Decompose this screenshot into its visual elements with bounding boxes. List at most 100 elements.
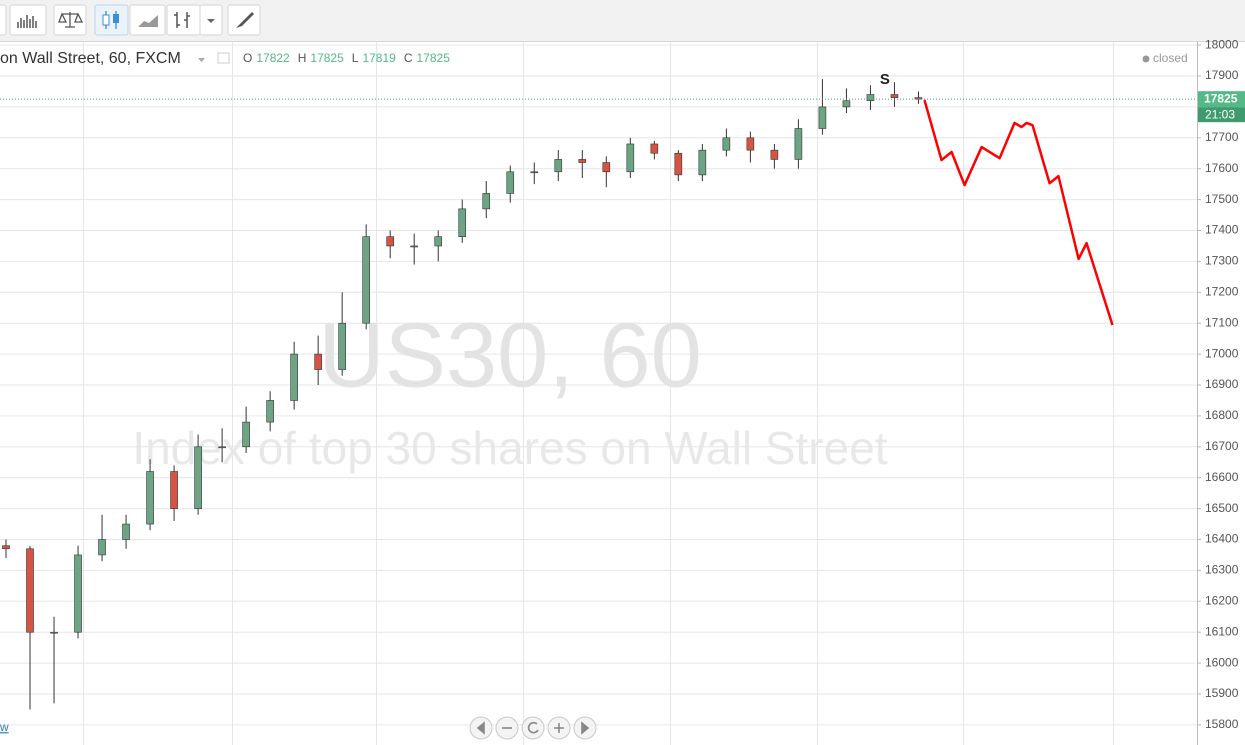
dropdown-icon xyxy=(207,19,215,23)
toolbar-button[interactable] xyxy=(0,4,7,36)
candle-body xyxy=(434,236,443,247)
projection-line xyxy=(923,99,1114,326)
status-dot xyxy=(1142,55,1150,63)
bars-icon xyxy=(174,12,190,28)
y-tick-label: 16800 xyxy=(1205,408,1239,422)
y-tick-label: 17200 xyxy=(1205,284,1239,298)
candle-body xyxy=(794,128,803,160)
area-icon xyxy=(138,15,158,27)
candle-body xyxy=(386,236,394,247)
y-tick-label: 17400 xyxy=(1205,223,1239,237)
y-tick-label: 16300 xyxy=(1205,563,1239,577)
area-button[interactable] xyxy=(129,4,166,36)
ohlc-label: O xyxy=(243,51,252,65)
title-dropdown[interactable] xyxy=(198,58,205,62)
candle-body xyxy=(530,171,539,174)
y-tick-label: 17300 xyxy=(1205,254,1239,268)
candle-body xyxy=(194,446,202,509)
ohlc-label: L xyxy=(352,51,359,65)
candle-body xyxy=(170,471,178,509)
annotation: S xyxy=(880,71,890,88)
candle-body xyxy=(362,236,370,324)
compare-icon xyxy=(58,12,84,28)
candle-body xyxy=(506,171,515,194)
countdown-tag xyxy=(1198,107,1245,123)
y-tick-label: 16500 xyxy=(1205,501,1239,515)
candle-body xyxy=(338,322,346,370)
watermark-subtitle: Index of top 30 shares on Wall Street xyxy=(132,422,887,474)
candle-body xyxy=(98,539,106,556)
arrow-icon xyxy=(476,721,485,735)
y-tick-label: 16900 xyxy=(1205,377,1239,391)
candle-body xyxy=(410,245,419,248)
y-tick-label: 16200 xyxy=(1205,593,1239,607)
arrow-icon xyxy=(581,721,590,735)
y-tick-label: 17600 xyxy=(1205,161,1239,175)
ohlc-value: 17819 xyxy=(362,51,396,65)
candle-body xyxy=(866,94,875,102)
candle-body xyxy=(266,400,274,423)
candle-body xyxy=(50,631,58,634)
y-tick-label: 17500 xyxy=(1205,192,1239,206)
ohlc-label: H xyxy=(298,51,307,65)
y-tick-label: 16600 xyxy=(1205,470,1239,484)
y-tick-label: 16400 xyxy=(1205,532,1239,546)
y-tick-label: 16000 xyxy=(1205,655,1239,669)
y-tick-label: 16100 xyxy=(1205,624,1239,638)
last-price-tag xyxy=(1198,91,1245,108)
candle-body xyxy=(578,159,587,163)
candle-body xyxy=(74,554,82,633)
last-price-label: 17825 xyxy=(1204,91,1238,105)
candle-body xyxy=(242,421,250,448)
candle-body xyxy=(218,446,226,449)
candle-body xyxy=(290,353,298,401)
y-tick-label: 17900 xyxy=(1205,68,1239,82)
candles-icon xyxy=(113,14,119,23)
indicators-icon xyxy=(17,15,37,28)
plus-icon xyxy=(554,723,564,733)
settings-icon[interactable] xyxy=(217,52,230,64)
candle-body xyxy=(122,523,130,540)
candle-body xyxy=(818,106,827,129)
y-tick-label: 16700 xyxy=(1205,439,1239,453)
y-tick-label: 17100 xyxy=(1205,315,1239,329)
link[interactable]: w xyxy=(0,720,9,734)
ohlc-label: C xyxy=(404,51,413,65)
countdown-label: 21:03 xyxy=(1205,107,1235,121)
bars-button[interactable] xyxy=(166,4,201,36)
candle-body xyxy=(890,94,899,98)
candle-body xyxy=(842,100,851,108)
candle-body xyxy=(602,162,611,173)
candle-body xyxy=(674,152,683,176)
y-tick-label: 17700 xyxy=(1205,130,1239,144)
candle-body xyxy=(26,548,34,633)
candle-body xyxy=(770,149,779,160)
watermark: US30, 60 xyxy=(318,304,702,406)
candle-body xyxy=(650,143,659,154)
ohlc-value: 17825 xyxy=(310,51,344,65)
candle-body xyxy=(698,149,707,176)
y-tick-label: 15900 xyxy=(1205,686,1239,700)
ohlc-value: 17825 xyxy=(417,51,451,65)
candles-icon xyxy=(102,14,110,26)
indicators-button[interactable] xyxy=(9,4,47,36)
reset-icon xyxy=(527,721,539,734)
y-tick-label: 17000 xyxy=(1205,346,1239,360)
reset-button[interactable] xyxy=(521,716,545,740)
candle-body xyxy=(146,471,154,525)
y-tick-label: 18000 xyxy=(1205,37,1239,51)
market-status: closed xyxy=(1153,51,1188,65)
candle-body xyxy=(722,137,731,151)
ohlc-value: 17822 xyxy=(256,51,290,65)
brush-icon xyxy=(236,12,254,28)
candle-body xyxy=(746,137,755,151)
candle-body xyxy=(458,208,467,237)
candle-body xyxy=(482,193,491,210)
y-tick-label: 15800 xyxy=(1205,717,1239,731)
symbol-title: on Wall Street, 60, FXCM xyxy=(0,50,181,67)
candle-body xyxy=(2,545,10,550)
candles-button[interactable] xyxy=(94,4,129,36)
candle-body xyxy=(626,143,635,173)
